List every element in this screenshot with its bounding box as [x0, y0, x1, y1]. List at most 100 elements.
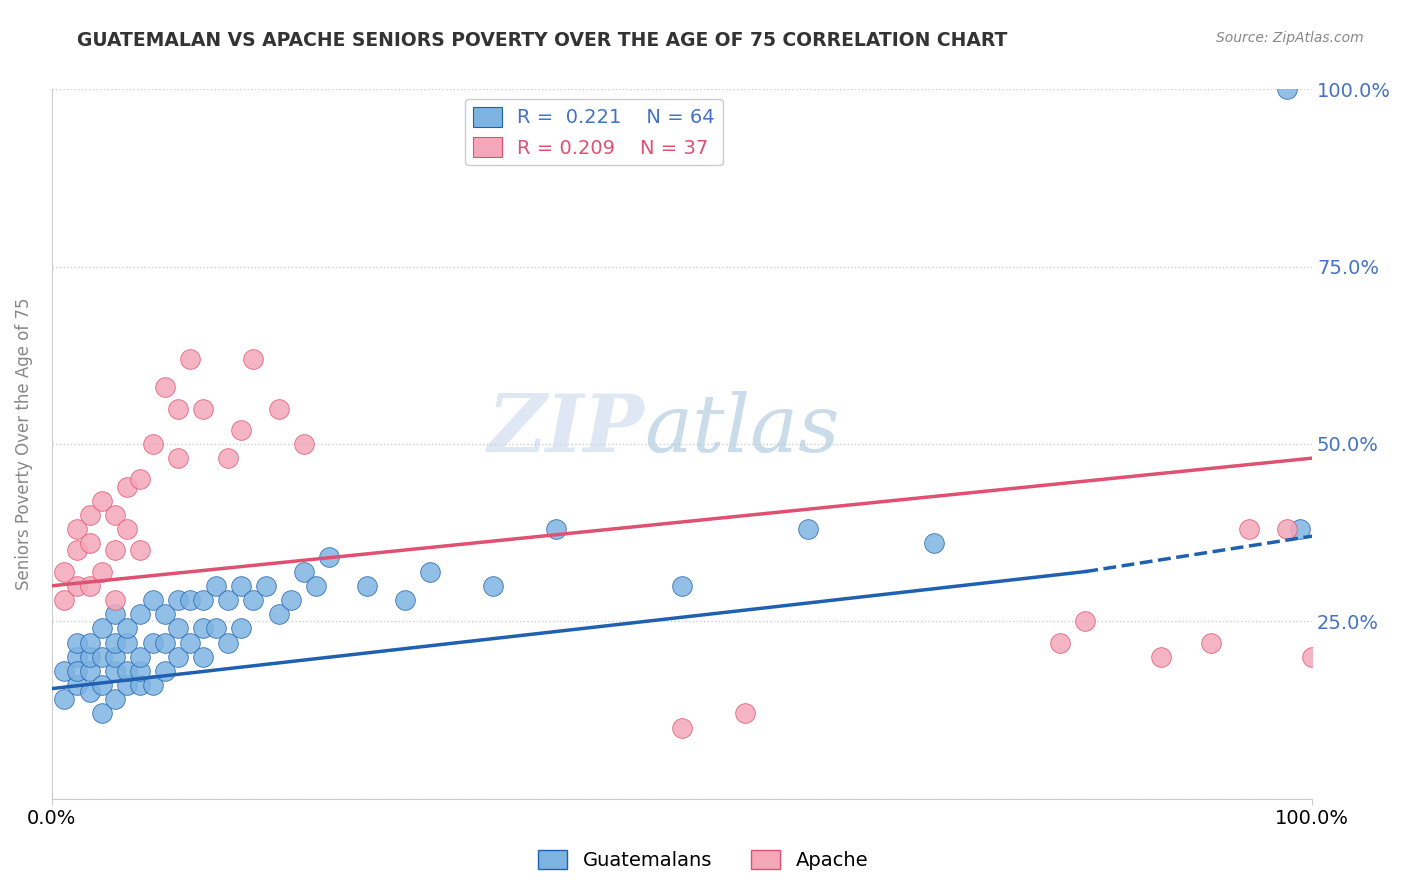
- Legend: Guatemalans, Apache: Guatemalans, Apache: [530, 842, 876, 878]
- Point: [204, 621, 226, 635]
- Point: [117, 621, 139, 635]
- Point: [191, 593, 214, 607]
- Point: [79, 536, 101, 550]
- Point: [153, 664, 176, 678]
- Point: [117, 522, 139, 536]
- Point: [1275, 82, 1298, 96]
- Point: [117, 635, 139, 649]
- Point: [117, 664, 139, 678]
- Point: [191, 649, 214, 664]
- Point: [394, 593, 416, 607]
- Point: [482, 579, 505, 593]
- Point: [66, 579, 89, 593]
- Point: [153, 635, 176, 649]
- Point: [104, 664, 127, 678]
- Point: [1201, 635, 1223, 649]
- Y-axis label: Seniors Poverty Over the Age of 75: Seniors Poverty Over the Age of 75: [15, 298, 32, 591]
- Point: [356, 579, 378, 593]
- Point: [104, 692, 127, 706]
- Point: [104, 607, 127, 622]
- Point: [66, 678, 89, 692]
- Point: [254, 579, 277, 593]
- Point: [91, 493, 114, 508]
- Point: [117, 479, 139, 493]
- Point: [217, 635, 239, 649]
- Point: [166, 593, 188, 607]
- Point: [104, 635, 127, 649]
- Point: [79, 579, 101, 593]
- Point: [91, 565, 114, 579]
- Point: [242, 593, 264, 607]
- Point: [104, 543, 127, 558]
- Point: [734, 706, 756, 721]
- Point: [166, 451, 188, 466]
- Point: [104, 508, 127, 522]
- Point: [142, 437, 165, 451]
- Point: [166, 401, 188, 416]
- Text: Source: ZipAtlas.com: Source: ZipAtlas.com: [1216, 31, 1364, 45]
- Point: [104, 649, 127, 664]
- Point: [797, 522, 820, 536]
- Point: [318, 550, 340, 565]
- Point: [104, 593, 127, 607]
- Point: [66, 543, 89, 558]
- Point: [166, 649, 188, 664]
- Point: [129, 607, 152, 622]
- Point: [129, 472, 152, 486]
- Point: [1301, 649, 1323, 664]
- Point: [79, 508, 101, 522]
- Point: [1288, 522, 1310, 536]
- Point: [153, 380, 176, 394]
- Point: [166, 621, 188, 635]
- Point: [1150, 649, 1173, 664]
- Point: [280, 593, 302, 607]
- Point: [53, 692, 76, 706]
- Text: ZIP: ZIP: [488, 391, 644, 468]
- Point: [217, 451, 239, 466]
- Point: [153, 607, 176, 622]
- Point: [79, 685, 101, 699]
- Point: [66, 664, 89, 678]
- Point: [91, 621, 114, 635]
- Point: [129, 543, 152, 558]
- Point: [179, 351, 201, 366]
- Point: [53, 593, 76, 607]
- Legend: R =  0.221    N = 64, R = 0.209    N = 37: R = 0.221 N = 64, R = 0.209 N = 37: [465, 99, 723, 165]
- Point: [117, 678, 139, 692]
- Point: [1237, 522, 1260, 536]
- Point: [671, 721, 693, 735]
- Point: [91, 649, 114, 664]
- Point: [53, 565, 76, 579]
- Point: [242, 351, 264, 366]
- Point: [53, 664, 76, 678]
- Point: [1275, 522, 1298, 536]
- Point: [179, 593, 201, 607]
- Point: [129, 664, 152, 678]
- Point: [129, 649, 152, 664]
- Point: [179, 635, 201, 649]
- Point: [79, 649, 101, 664]
- Point: [91, 706, 114, 721]
- Point: [79, 635, 101, 649]
- Point: [142, 593, 165, 607]
- Point: [191, 621, 214, 635]
- Point: [267, 607, 290, 622]
- Point: [544, 522, 567, 536]
- Text: atlas: atlas: [644, 391, 839, 468]
- Point: [419, 565, 441, 579]
- Point: [229, 423, 252, 437]
- Point: [1074, 614, 1097, 628]
- Point: [671, 579, 693, 593]
- Point: [267, 401, 290, 416]
- Point: [292, 565, 315, 579]
- Point: [229, 621, 252, 635]
- Point: [66, 635, 89, 649]
- Point: [142, 678, 165, 692]
- Text: GUATEMALAN VS APACHE SENIORS POVERTY OVER THE AGE OF 75 CORRELATION CHART: GUATEMALAN VS APACHE SENIORS POVERTY OVE…: [77, 31, 1008, 50]
- Point: [217, 593, 239, 607]
- Point: [292, 437, 315, 451]
- Point: [1049, 635, 1071, 649]
- Point: [91, 678, 114, 692]
- Point: [191, 401, 214, 416]
- Point: [229, 579, 252, 593]
